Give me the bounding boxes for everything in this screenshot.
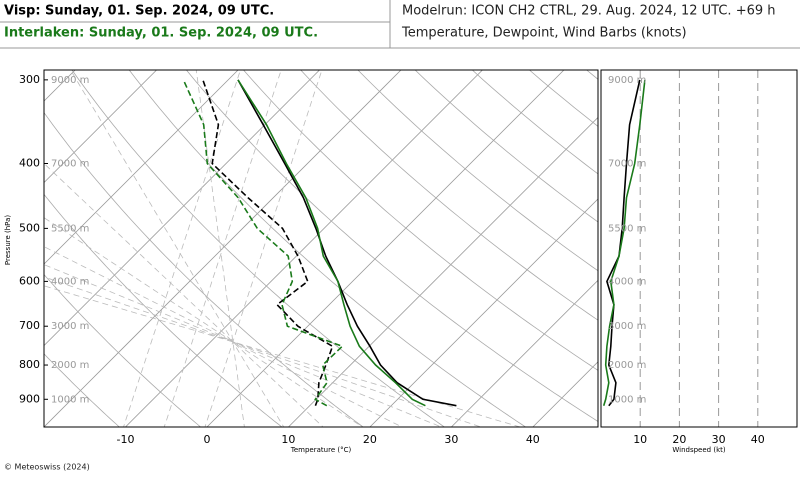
- x-tick-label: 10: [633, 433, 647, 446]
- y-tick-label: 500: [19, 221, 40, 234]
- moist-adiabat: [195, 60, 245, 430]
- dry-adiabat: [291, 60, 774, 430]
- subtitle: Modelrun: ICON CH2 CTRL, 29. Aug. 2024, …: [402, 4, 776, 19]
- background-line: [0, 70, 157, 427]
- subtitle: Temperature, Dewpoint, Wind Barbs (knots…: [401, 26, 687, 41]
- height-label: 2000 m: [608, 360, 646, 371]
- isotherm: [370, 70, 727, 427]
- height-label: 3000 m: [608, 321, 646, 332]
- x-tick-label: 0: [203, 433, 210, 446]
- dry-adiabat: [348, 60, 800, 430]
- title: Interlaken: Sunday, 01. Sep. 2024, 09 UT…: [4, 26, 318, 41]
- y-tick-label: 600: [19, 274, 40, 287]
- title: Visp: Sunday, 01. Sep. 2024, 09 UTC.: [4, 4, 274, 19]
- moist-adiabat: [65, 60, 286, 430]
- dry-adiabat: [178, 60, 611, 430]
- x-tick-label: -10: [116, 433, 134, 446]
- dry-adiabat: [461, 60, 800, 430]
- dry-adiabat: [688, 60, 800, 430]
- height-label: 1000 m: [51, 394, 89, 405]
- y-tick-label: 800: [19, 358, 40, 371]
- dry-adiabat: [235, 60, 693, 430]
- height-label: 7000 m: [51, 159, 89, 170]
- y-axis-label: Pressure (hPa): [4, 215, 12, 265]
- x-tick-label: 30: [712, 433, 726, 446]
- height-label: 4000 m: [608, 276, 646, 287]
- dry-adiabat: [0, 60, 123, 430]
- y-tick-label: 300: [19, 73, 40, 86]
- dry-adiabat: [0, 60, 285, 430]
- moist-adiabat: [163, 60, 284, 430]
- moist-adiabat: [0, 60, 408, 430]
- x-tick-label: 20: [672, 433, 686, 446]
- dry-adiabat: [631, 60, 800, 430]
- y-tick-label: 900: [19, 392, 40, 405]
- y-tick-label: 700: [19, 319, 40, 332]
- isotherm: [288, 70, 645, 427]
- height-label: 3000 m: [51, 321, 89, 332]
- moist-adiabat: [0, 60, 326, 430]
- x-tick-label: 40: [751, 433, 765, 446]
- height-label: 9000 m: [608, 75, 646, 86]
- dry-adiabat: [744, 60, 800, 430]
- footer: © Meteoswiss (2024): [4, 463, 90, 472]
- x-tick-label: 40: [526, 433, 540, 446]
- x-axis-label: Windspeed (kt): [672, 446, 725, 454]
- y-tick-label: 400: [19, 157, 40, 170]
- isotherm: [533, 70, 800, 427]
- background-line: [614, 70, 800, 427]
- height-label: 1000 m: [608, 394, 646, 405]
- height-label: 5500 m: [51, 223, 89, 234]
- plot-area: [604, 70, 758, 427]
- x-tick-label: 30: [444, 433, 458, 446]
- height-label: 5500 m: [608, 223, 646, 234]
- height-label: 7000 m: [608, 159, 646, 170]
- height-label: 9000 m: [51, 75, 89, 86]
- x-tick-label: 10: [281, 433, 295, 446]
- x-axis-label: Temperature (°C): [290, 446, 352, 454]
- height-label: 4000 m: [51, 276, 89, 287]
- windspeed-line: [607, 80, 640, 406]
- moist-adiabat: [0, 60, 489, 430]
- dry-adiabat: [574, 60, 800, 430]
- plot-area: [0, 60, 800, 430]
- isotherm: [451, 70, 800, 427]
- height-label: 2000 m: [51, 360, 89, 371]
- dry-adiabat: [0, 60, 204, 430]
- x-tick-label: 20: [363, 433, 377, 446]
- dry-adiabat: [405, 60, 800, 430]
- dry-adiabat: [8, 60, 367, 430]
- dry-adiabat: [65, 60, 449, 430]
